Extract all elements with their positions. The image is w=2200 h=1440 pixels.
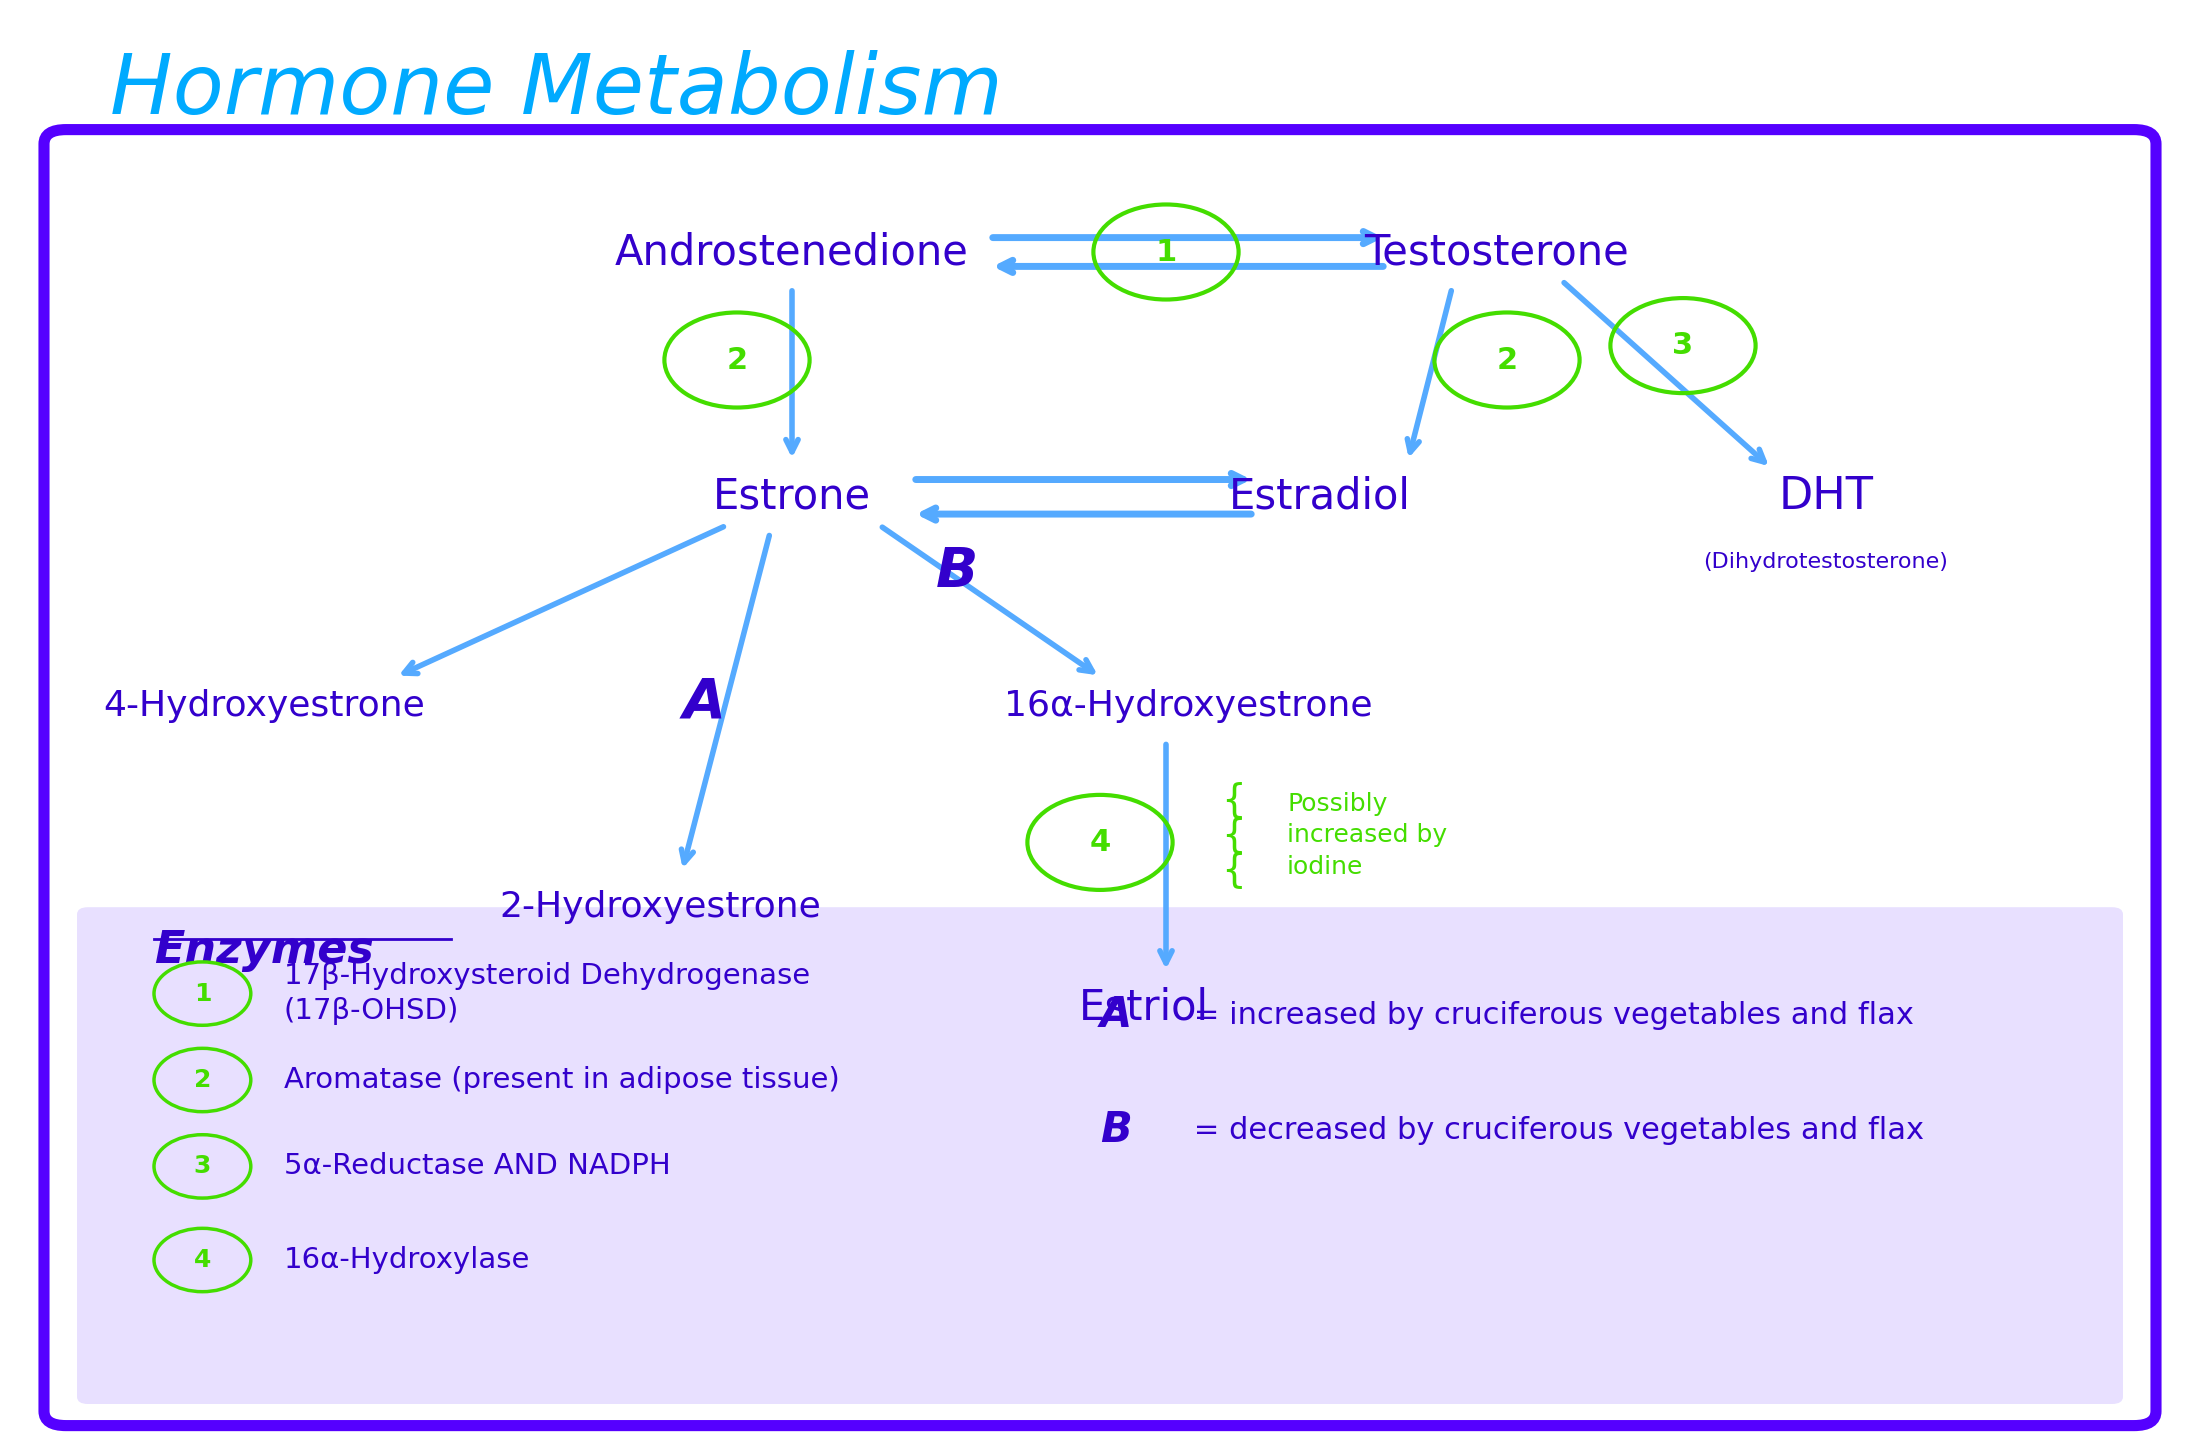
Text: 16α-Hydroxylase: 16α-Hydroxylase (284, 1246, 530, 1274)
Text: Estradiol: Estradiol (1230, 475, 1410, 518)
Text: A: A (682, 675, 726, 729)
Text: Estrone: Estrone (713, 475, 871, 518)
FancyBboxPatch shape (77, 907, 2123, 1404)
Text: 4: 4 (1089, 828, 1111, 857)
Text: Androstenedione: Androstenedione (616, 230, 968, 274)
Text: 16α-Hydroxyestrone: 16α-Hydroxyestrone (1003, 688, 1373, 723)
Text: 2-Hydroxyestrone: 2-Hydroxyestrone (499, 890, 821, 924)
Text: 5α-Reductase AND NADPH: 5α-Reductase AND NADPH (284, 1152, 671, 1181)
Text: Testosterone: Testosterone (1364, 230, 1628, 274)
FancyBboxPatch shape (44, 130, 2156, 1426)
Text: 4-Hydroxyestrone: 4-Hydroxyestrone (103, 688, 425, 723)
Text: 4: 4 (194, 1248, 211, 1272)
Text: {
{
{: { { { (1221, 780, 1245, 888)
Text: = increased by cruciferous vegetables and flax: = increased by cruciferous vegetables an… (1184, 1001, 1914, 1030)
Text: 3: 3 (194, 1155, 211, 1178)
Text: 2: 2 (194, 1068, 211, 1092)
Text: Estriol: Estriol (1078, 986, 1210, 1030)
Text: Enzymes: Enzymes (154, 929, 374, 972)
Text: 1: 1 (194, 982, 211, 1005)
Text: 17β-Hydroxysteroid Dehydrogenase
(17β-OHSD): 17β-Hydroxysteroid Dehydrogenase (17β-OH… (284, 962, 810, 1025)
Text: DHT: DHT (1778, 475, 1874, 518)
Text: A: A (1100, 994, 1133, 1037)
Text: Possibly
increased by
iodine: Possibly increased by iodine (1287, 792, 1448, 878)
Text: B: B (1100, 1109, 1131, 1152)
Text: = decreased by cruciferous vegetables and flax: = decreased by cruciferous vegetables an… (1184, 1116, 1923, 1145)
Text: 3: 3 (1672, 331, 1694, 360)
Text: B: B (935, 546, 979, 599)
Text: 2: 2 (726, 346, 748, 374)
Text: Aromatase (present in adipose tissue): Aromatase (present in adipose tissue) (284, 1066, 840, 1094)
Text: Hormone Metabolism: Hormone Metabolism (110, 50, 1003, 131)
Text: (Dihydrotestosterone): (Dihydrotestosterone) (1703, 552, 1949, 572)
Text: 2: 2 (1496, 346, 1518, 374)
Text: 1: 1 (1155, 238, 1177, 266)
